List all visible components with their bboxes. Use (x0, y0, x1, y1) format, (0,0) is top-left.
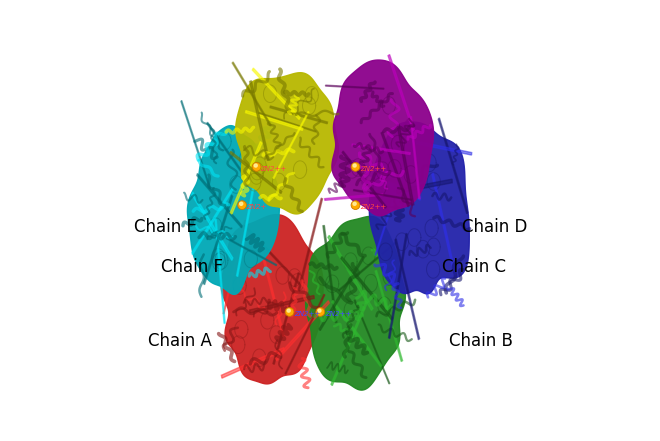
Polygon shape (197, 174, 242, 228)
Circle shape (238, 201, 246, 209)
Polygon shape (246, 111, 303, 131)
Polygon shape (285, 294, 325, 374)
Circle shape (351, 201, 360, 209)
Polygon shape (259, 244, 284, 336)
Polygon shape (352, 144, 411, 154)
Polygon shape (432, 173, 455, 275)
Polygon shape (298, 198, 323, 291)
Polygon shape (375, 270, 403, 362)
Polygon shape (252, 68, 300, 120)
Polygon shape (389, 233, 407, 339)
Text: ZN2+: ZN2+ (246, 204, 267, 210)
Polygon shape (270, 106, 327, 124)
Polygon shape (354, 300, 389, 384)
Polygon shape (249, 81, 269, 161)
Polygon shape (342, 151, 387, 208)
Polygon shape (328, 235, 373, 310)
Polygon shape (306, 217, 405, 390)
Circle shape (351, 162, 360, 171)
Circle shape (353, 202, 356, 206)
Circle shape (285, 307, 294, 316)
Polygon shape (375, 162, 406, 255)
Polygon shape (410, 116, 420, 199)
Polygon shape (416, 141, 472, 155)
Polygon shape (246, 226, 300, 284)
Polygon shape (259, 112, 316, 132)
Polygon shape (181, 101, 211, 189)
Polygon shape (215, 219, 225, 323)
Text: ZN2++: ZN2++ (261, 166, 287, 172)
Polygon shape (221, 215, 323, 384)
Polygon shape (331, 301, 368, 385)
Polygon shape (319, 256, 364, 331)
Polygon shape (207, 122, 250, 184)
Polygon shape (273, 273, 300, 364)
Polygon shape (396, 179, 452, 194)
Polygon shape (223, 220, 246, 314)
Polygon shape (230, 151, 282, 194)
Polygon shape (203, 195, 233, 285)
Polygon shape (232, 62, 271, 126)
Circle shape (252, 162, 261, 171)
Polygon shape (341, 257, 393, 320)
Text: ZN2++: ZN2++ (325, 311, 351, 317)
Polygon shape (236, 177, 256, 277)
Polygon shape (397, 124, 414, 206)
Text: ZN2++: ZN2++ (360, 166, 386, 172)
Polygon shape (381, 132, 409, 207)
Circle shape (318, 309, 321, 312)
Text: Chain B: Chain B (449, 333, 513, 351)
Polygon shape (323, 225, 337, 323)
Polygon shape (221, 348, 284, 378)
Circle shape (316, 307, 325, 316)
Polygon shape (332, 60, 434, 216)
Text: Chain E: Chain E (135, 218, 197, 236)
Polygon shape (187, 126, 279, 294)
Polygon shape (438, 118, 468, 214)
Polygon shape (276, 301, 329, 361)
Text: Chain A: Chain A (148, 333, 211, 351)
Polygon shape (325, 194, 383, 200)
Text: ZN2++: ZN2++ (360, 204, 386, 210)
Circle shape (254, 164, 257, 167)
Polygon shape (191, 192, 233, 260)
Polygon shape (366, 171, 420, 200)
Text: ZN2++: ZN2++ (294, 311, 320, 317)
Polygon shape (339, 242, 396, 291)
Polygon shape (362, 120, 408, 184)
Polygon shape (236, 73, 339, 214)
Text: Chain C: Chain C (442, 258, 506, 276)
Polygon shape (192, 187, 233, 255)
Polygon shape (230, 142, 262, 214)
Polygon shape (226, 238, 277, 265)
Polygon shape (325, 85, 384, 89)
Text: Chain D: Chain D (462, 218, 527, 236)
Polygon shape (370, 122, 469, 294)
Polygon shape (249, 295, 314, 313)
Polygon shape (332, 300, 382, 367)
Text: Chain F: Chain F (161, 258, 222, 276)
Circle shape (240, 202, 243, 206)
Polygon shape (354, 190, 412, 200)
Polygon shape (273, 112, 309, 179)
Circle shape (353, 164, 356, 167)
Polygon shape (395, 239, 420, 340)
Polygon shape (388, 55, 414, 131)
Circle shape (287, 309, 290, 312)
